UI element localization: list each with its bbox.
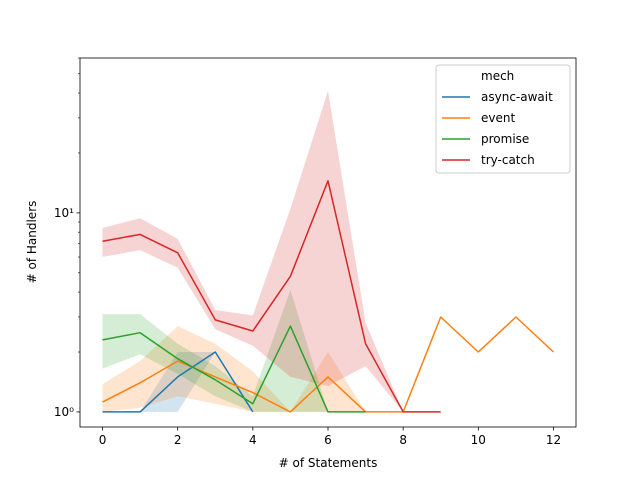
y-axis-label: # of Handlers xyxy=(25,201,39,284)
legend-label-event: event xyxy=(481,111,515,125)
confidence-bands xyxy=(102,90,554,412)
y-tick-label: 10⁰ xyxy=(54,405,74,419)
x-tick-label: 2 xyxy=(174,433,182,447)
series-line-event xyxy=(102,316,555,413)
series-line-try-catch xyxy=(102,180,441,413)
x-tick-label: 10 xyxy=(471,433,486,447)
x-axis-label: # of Statements xyxy=(279,456,378,470)
x-tick-label: 12 xyxy=(546,433,561,447)
series-lines xyxy=(102,180,555,413)
legend-label-promise: promise xyxy=(481,132,529,146)
ci-band-promise xyxy=(102,290,366,412)
x-axis: 0 2 4 6 8 10 12 xyxy=(99,427,561,447)
y-tick-label: 10¹ xyxy=(54,206,74,220)
x-tick-label: 4 xyxy=(249,433,257,447)
series-line-promise xyxy=(102,325,366,413)
legend: mech async-await event promise try-catch xyxy=(435,64,571,174)
legend-title: mech xyxy=(481,69,514,83)
legend-box xyxy=(435,64,571,174)
x-tick-label: 0 xyxy=(99,433,107,447)
ci-band-event xyxy=(102,317,554,412)
legend-label-async-await: async-await xyxy=(481,90,553,104)
legend-label-try-catch: try-catch xyxy=(481,153,535,167)
ci-band-try-catch xyxy=(102,90,441,412)
series-line-async-await xyxy=(102,351,254,413)
y-axis: 10⁰ 10¹ xyxy=(54,57,80,419)
x-tick-label: 6 xyxy=(324,433,332,447)
ci-band-async-await xyxy=(102,352,253,412)
x-tick-label: 8 xyxy=(399,433,407,447)
